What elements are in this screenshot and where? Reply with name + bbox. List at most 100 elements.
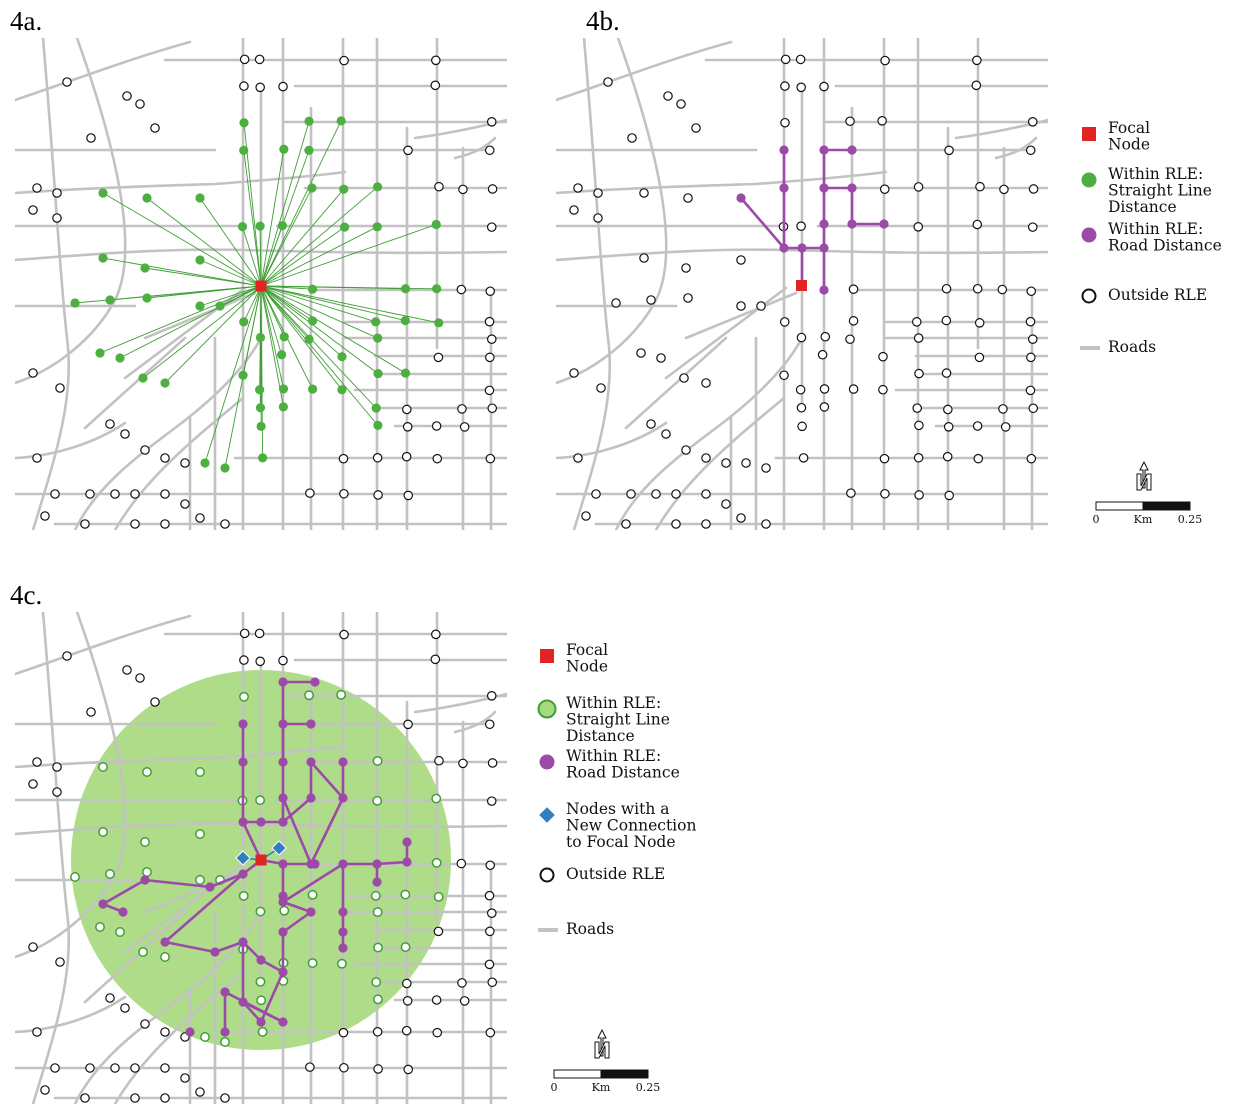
road (614, 336, 804, 530)
node-within-straight-line (142, 867, 152, 877)
road (73, 336, 263, 530)
focal-node-icon (540, 649, 554, 663)
node-within-straight-line (337, 385, 347, 395)
node-within-straight-line (304, 116, 314, 126)
node-outside-rle (433, 352, 444, 363)
node-outside-rle (459, 996, 470, 1006)
node-outside-rle (32, 1027, 42, 1037)
node-within-straight-line (195, 829, 205, 839)
purple-dot-icon (1081, 227, 1097, 243)
node-outside-rle (817, 349, 828, 360)
legend-label: Roads (1108, 338, 1156, 356)
node-outside-rle (401, 451, 412, 462)
node-outside-rle (403, 1064, 414, 1075)
node-outside-rle (195, 1087, 205, 1097)
road (113, 970, 245, 1104)
node-outside-rle (110, 1063, 120, 1073)
node-within-straight-line (277, 221, 287, 231)
legend-label: Within RLE: (1108, 220, 1203, 238)
road-distance-edge (375, 860, 409, 866)
node-outside-rle (372, 1026, 383, 1037)
node-outside-rle (797, 421, 807, 432)
legend-item: Outside RLE (539, 865, 665, 883)
node-outside-rle (239, 81, 249, 91)
node-within-straight-line (195, 301, 205, 311)
node-outside-rle (28, 942, 38, 952)
node-outside-rle (486, 796, 497, 806)
node-within-road-distance (278, 859, 288, 869)
focal-node (255, 280, 267, 292)
scale-start-label: 0 (551, 1081, 558, 1094)
legend-label: Focal (566, 641, 608, 659)
node-outside-rle (780, 54, 791, 65)
node-within-straight-line (400, 368, 411, 378)
straight-line-ray (259, 226, 262, 287)
node-outside-rle (372, 452, 383, 463)
node-within-straight-line (371, 977, 382, 988)
node-outside-rle (62, 77, 72, 87)
node-within-straight-line (200, 458, 210, 468)
straight-line-ray (260, 186, 378, 287)
node-outside-rle (683, 293, 693, 303)
node-within-straight-line (160, 952, 170, 962)
node-outside-rle (338, 1027, 349, 1038)
straight-line-ray (146, 197, 262, 287)
road (143, 865, 257, 914)
node-outside-rle (255, 656, 265, 667)
node-within-straight-line (142, 767, 152, 777)
node-outside-rle (972, 55, 982, 66)
node-outside-rle (974, 318, 985, 328)
node-outside-rle (877, 116, 887, 126)
node-within-straight-line (336, 958, 347, 969)
node-outside-rle (944, 145, 954, 156)
node-within-road-distance (402, 857, 412, 867)
node-outside-rle (914, 368, 924, 379)
node-outside-rle (486, 222, 497, 232)
node-outside-rle (701, 489, 711, 499)
node-within-road-distance (238, 997, 248, 1007)
node-outside-rle (50, 489, 60, 499)
scale-bar-white (553, 1069, 602, 1079)
road-distance-edge (309, 760, 345, 800)
node-outside-rle (941, 283, 952, 294)
node-within-straight-line (373, 368, 383, 379)
node-outside-rle (796, 82, 806, 93)
node-within-road-distance (736, 193, 746, 203)
straight-line-ray (119, 285, 262, 359)
node-outside-rle (1026, 352, 1036, 363)
legend-item: Within RLE: Road Distance (1081, 220, 1222, 255)
node-outside-rle (795, 384, 806, 395)
node-outside-rle (140, 1019, 150, 1029)
node-outside-rle (305, 1062, 315, 1072)
node-outside-rle (86, 707, 96, 717)
straight-line-ray (260, 285, 283, 355)
node-within-road-distance (256, 955, 266, 965)
node-outside-rle (736, 255, 746, 265)
node-outside-rle (432, 1027, 443, 1038)
node-within-road-distance (210, 947, 220, 957)
road (31, 612, 71, 1104)
node-outside-rle (52, 188, 62, 198)
node-outside-rle (305, 488, 315, 498)
node-within-straight-line (304, 690, 314, 701)
node-within-road-distance (779, 183, 789, 193)
node-outside-rle (150, 697, 160, 707)
blue-diamond-icon (539, 807, 555, 823)
scale-bar-white (1095, 501, 1144, 511)
legend-item: Outside RLE (1081, 286, 1207, 304)
node-within-straight-line (372, 795, 383, 806)
map-panel-straight-line (15, 38, 507, 530)
road-distance-edge (739, 196, 786, 250)
node-within-straight-line (370, 890, 381, 901)
node-within-straight-line (371, 403, 381, 413)
node-within-straight-line (98, 253, 108, 263)
node-within-road-distance (256, 817, 266, 827)
node-within-straight-line (336, 116, 346, 126)
node-outside-rle (593, 188, 603, 198)
straight-line-ray (260, 149, 285, 287)
road (556, 170, 888, 195)
node-outside-rle (52, 787, 62, 797)
node-outside-rle (1025, 316, 1036, 327)
node-within-straight-line (308, 384, 318, 394)
node-within-straight-line (256, 421, 266, 431)
